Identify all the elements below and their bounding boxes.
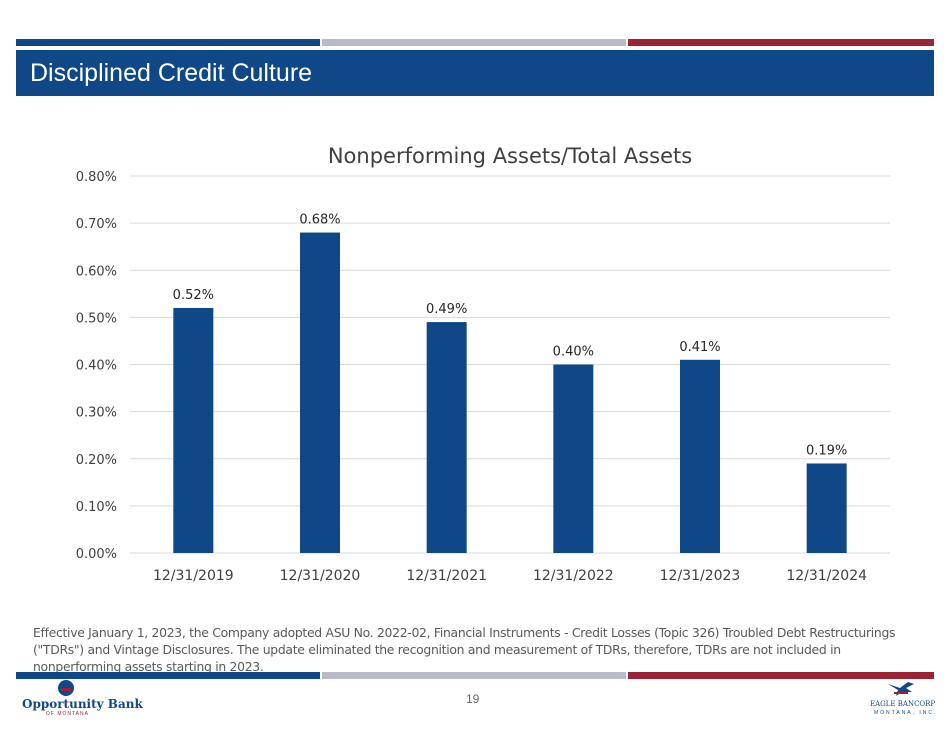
x-tick-label: 12/31/2022 (533, 568, 614, 584)
opportunity-bank-logo: Opportunity Bank OF MONTANA (22, 680, 143, 720)
x-tick-label: 12/31/2023 (660, 568, 741, 584)
top-stripe-red (628, 39, 934, 46)
bottom-stripe-red (628, 672, 934, 679)
y-tick-label: 0.40% (76, 359, 117, 374)
bar (300, 232, 340, 554)
y-tick-label: 0.10% (76, 500, 117, 515)
x-tick-label: 12/31/2019 (153, 568, 234, 584)
x-tick-label: 12/31/2020 (280, 568, 361, 584)
chart-title: Nonperforming Assets/Total Assets (328, 144, 692, 168)
title-band: Disciplined Credit Culture (16, 50, 934, 96)
top-stripe-gray (322, 39, 626, 46)
left-logo-name: Opportunity Bank (22, 697, 143, 711)
bottom-stripe-blue (16, 672, 320, 679)
page-title: Disciplined Credit Culture (30, 59, 313, 87)
right-logo-sub: MONTANA, INC. (874, 710, 938, 716)
bar (680, 359, 720, 553)
data-label: 0.49% (426, 302, 467, 317)
bar (173, 307, 214, 553)
y-tick-label: 0.60% (76, 264, 117, 279)
left-logo-sub: OF MONTANA (46, 711, 89, 717)
bar (553, 364, 594, 553)
data-label: 0.19% (806, 443, 847, 458)
data-label: 0.40% (553, 345, 594, 360)
x-tick-label: 12/31/2024 (786, 568, 867, 584)
y-tick-label: 0.80% (76, 170, 117, 185)
bottom-stripe-gray (322, 672, 626, 679)
y-tick-label: 0.70% (76, 217, 117, 232)
data-label: 0.52% (173, 288, 214, 303)
y-tick-label: 0.00% (76, 547, 117, 562)
bar (426, 322, 467, 553)
bank-mark-icon (58, 680, 74, 696)
nonperforming-assets-chart: Nonperforming Assets/Total Assets 0.00% 0.… (76, 144, 890, 584)
eagle-bancorp-logo: EAGLE BANCORP MONTANA, INC. (866, 680, 936, 720)
page-number: 19 (466, 692, 480, 706)
data-label: 0.68% (299, 213, 340, 228)
right-logo-name: EAGLE BANCORP (870, 700, 936, 708)
x-tick-label: 12/31/2021 (406, 568, 487, 584)
eagle-icon (888, 682, 914, 696)
y-tick-label: 0.50% (76, 311, 117, 326)
footnote: Effective January 1, 2023, the Company a… (33, 625, 896, 674)
y-tick-label: 0.20% (76, 453, 117, 468)
y-tick-label: 0.30% (76, 406, 117, 421)
bar (806, 463, 847, 553)
data-label: 0.41% (679, 340, 720, 355)
top-stripe-blue (16, 39, 320, 46)
